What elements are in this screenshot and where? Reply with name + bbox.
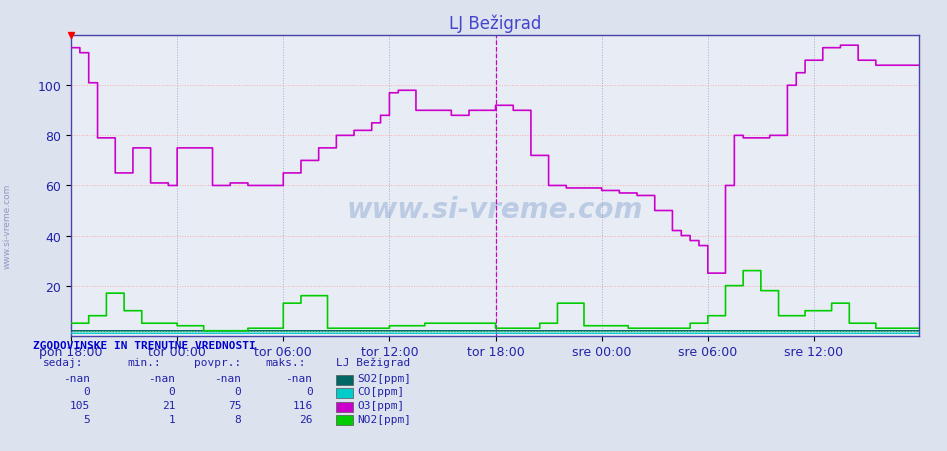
Text: -nan: -nan	[63, 373, 90, 383]
Text: 0: 0	[235, 387, 241, 396]
Text: -nan: -nan	[214, 373, 241, 383]
Text: povpr.:: povpr.:	[194, 357, 241, 367]
Text: maks.:: maks.:	[265, 357, 306, 367]
Text: 8: 8	[235, 414, 241, 423]
Text: 0: 0	[306, 387, 313, 396]
Text: 26: 26	[299, 414, 313, 423]
Text: -nan: -nan	[285, 373, 313, 383]
Text: 5: 5	[83, 414, 90, 423]
Text: min.:: min.:	[128, 357, 162, 367]
Text: www.si-vreme.com: www.si-vreme.com	[3, 183, 12, 268]
Text: 116: 116	[293, 400, 313, 410]
Text: -nan: -nan	[148, 373, 175, 383]
Text: 105: 105	[70, 400, 90, 410]
Text: NO2[ppm]: NO2[ppm]	[357, 414, 411, 423]
Text: 0: 0	[169, 387, 175, 396]
Text: O3[ppm]: O3[ppm]	[357, 400, 404, 410]
Text: 1: 1	[169, 414, 175, 423]
Text: ZGODOVINSKE IN TRENUTNE VREDNOSTI: ZGODOVINSKE IN TRENUTNE VREDNOSTI	[33, 340, 256, 350]
Text: 21: 21	[162, 400, 175, 410]
Text: CO[ppm]: CO[ppm]	[357, 387, 404, 396]
Text: SO2[ppm]: SO2[ppm]	[357, 373, 411, 383]
Text: 75: 75	[228, 400, 241, 410]
Text: sedaj:: sedaj:	[43, 357, 83, 367]
Text: 0: 0	[83, 387, 90, 396]
Text: LJ Bežigrad: LJ Bežigrad	[336, 357, 410, 367]
Text: www.si-vreme.com: www.si-vreme.com	[347, 196, 643, 224]
Title: LJ Bežigrad: LJ Bežigrad	[449, 15, 541, 33]
